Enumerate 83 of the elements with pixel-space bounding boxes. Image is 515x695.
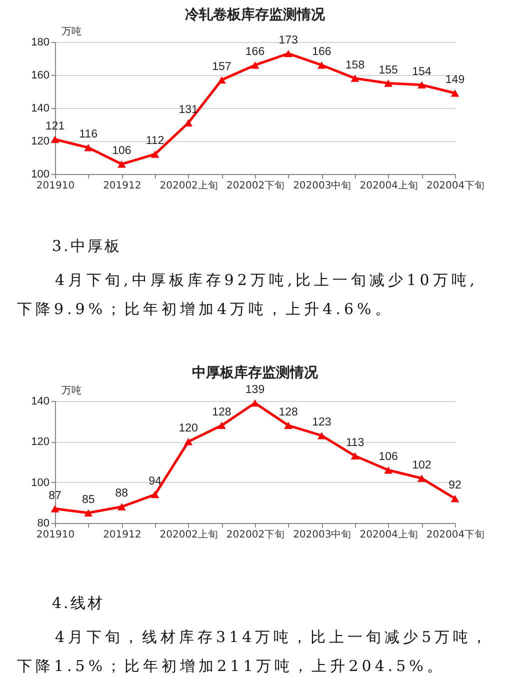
data-label: 106 (112, 145, 132, 158)
y-tick-label: 120 (31, 436, 50, 448)
point (284, 422, 293, 430)
data-label: 157 (212, 60, 232, 73)
data-label: 128 (278, 406, 298, 418)
data-label: 88 (115, 488, 128, 500)
point (417, 474, 426, 482)
text: 4月下旬,中厚板库存92万吨,比上一旬减少10万吨,下降9.9%；比年初增加4万吨，上升4.6%。 (17, 270, 480, 320)
x-tick-label: 202002上旬 (160, 528, 218, 540)
x-tick-label: 201912 (103, 180, 142, 192)
point (117, 503, 126, 510)
point (350, 452, 360, 460)
x-tick-label: 201910 (36, 530, 75, 540)
x-tick-label: 202002上旬 (160, 180, 218, 192)
y-tick-label: 100 (31, 168, 50, 180)
x-tick-label: 202004下旬 (426, 180, 485, 192)
y-tick-label: 80 (37, 518, 50, 530)
data-label: 102 (412, 459, 432, 472)
point (450, 494, 460, 502)
point (317, 432, 326, 440)
data-label: 149 (445, 74, 465, 86)
point (350, 74, 360, 82)
text: 4月下旬，线材库存314万吨，比上一旬减少5万吨，下降1.5%；比年初增加211万吨，上升204.5%。 (17, 627, 492, 677)
data-label: 116 (79, 128, 98, 141)
point (450, 90, 460, 97)
point (84, 144, 93, 152)
y-tick-label: 100 (31, 476, 50, 489)
data-label: 173 (278, 34, 298, 47)
point (50, 505, 60, 512)
x-tick-label: 201912 (103, 530, 142, 540)
point (217, 422, 226, 430)
x-tick-label: 201910 (36, 180, 75, 192)
y-tick-label: 160 (31, 70, 50, 82)
data-label: 166 (245, 46, 265, 58)
data-label: 94 (148, 476, 162, 488)
data-label: 112 (146, 135, 164, 148)
x-tick-label: 202002下旬 (226, 180, 285, 192)
x-tick-label: 202004下旬 (426, 528, 485, 540)
y-tick-label: 140 (31, 396, 50, 408)
x-tick-label: 202004上旬 (360, 180, 418, 192)
data-label: 139 (245, 384, 265, 396)
point (250, 61, 260, 69)
y-tick-label: 180 (31, 36, 50, 48)
text: 3.中厚板 (52, 236, 122, 257)
y-tick-label: 120 (31, 136, 50, 148)
point (317, 61, 326, 69)
x-tick-label: 202004上旬 (360, 528, 418, 540)
data-label: 155 (378, 64, 398, 76)
data-label: 123 (312, 416, 332, 429)
data-label: 166 (312, 46, 332, 58)
y-axis-title: 万吨 (62, 26, 82, 38)
point (117, 160, 126, 168)
point (217, 76, 226, 84)
x-tick-label: 202002下旬 (226, 528, 285, 540)
text: 4.线材 (52, 593, 104, 614)
point (250, 399, 260, 407)
data-label: 85 (82, 494, 95, 506)
point (84, 509, 93, 516)
point (50, 136, 60, 143)
point (417, 81, 426, 89)
chart-title: 冷轧卷板库存监测情况 (185, 6, 326, 23)
data-label: 120 (178, 422, 198, 435)
data-label: 131 (178, 104, 198, 116)
point (150, 150, 160, 158)
data-label: 92 (448, 480, 462, 492)
point (184, 119, 193, 126)
x-tick-label: 202003中旬 (293, 180, 352, 192)
data-label: 158 (345, 59, 365, 72)
y-axis-title: 万吨 (62, 384, 82, 396)
x-tick-label: 202003中旬 (293, 528, 352, 540)
data-label: 87 (48, 490, 62, 502)
data-label: 113 (346, 436, 364, 449)
y-tick-label: 140 (31, 102, 50, 114)
point (150, 490, 160, 498)
point (384, 80, 393, 87)
data-label: 121 (45, 120, 65, 132)
point (184, 438, 193, 446)
data-label: 128 (212, 406, 232, 418)
point (384, 466, 393, 474)
point (284, 50, 293, 58)
chart-title: 中厚板库存监测情况 (192, 364, 319, 382)
data-label: 106 (378, 451, 398, 464)
data-label: 154 (412, 66, 432, 78)
